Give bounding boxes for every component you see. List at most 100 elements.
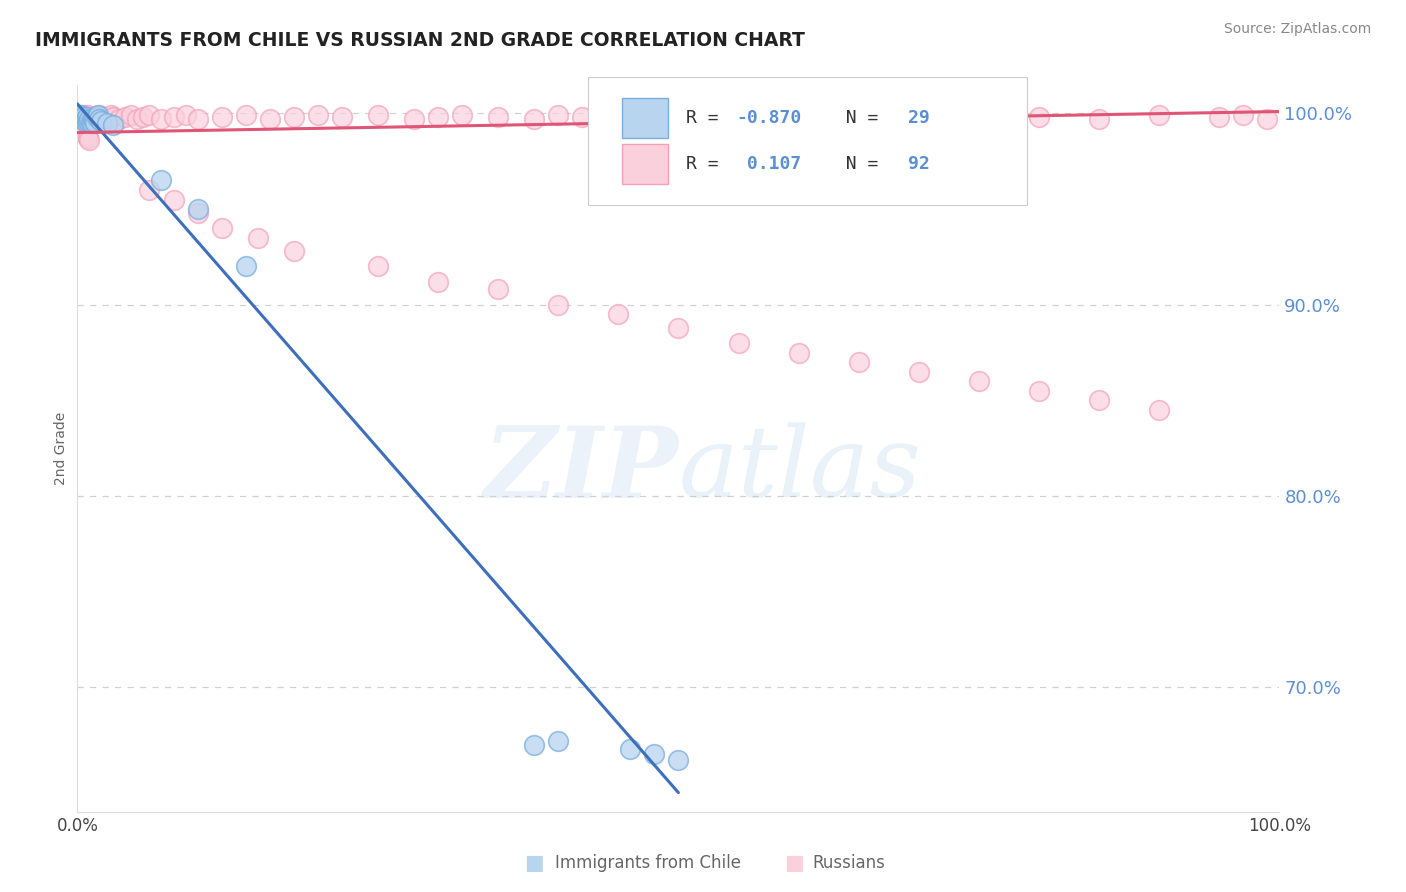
Point	[76, 110, 98, 124]
Point	[1088, 393, 1111, 408]
Point	[668, 753, 690, 767]
Point	[427, 275, 450, 289]
Point	[75, 128, 97, 142]
Point	[187, 206, 209, 220]
Point	[246, 231, 269, 245]
Point	[1208, 110, 1230, 124]
Point	[84, 114, 107, 128]
Point	[607, 112, 630, 127]
Point	[72, 110, 94, 124]
Text: atlas: atlas	[679, 423, 921, 517]
Point	[187, 202, 209, 216]
Point	[235, 108, 257, 122]
Point	[79, 112, 101, 127]
Point	[87, 110, 110, 124]
Point	[70, 121, 93, 136]
Point	[70, 108, 93, 122]
Point	[187, 112, 209, 127]
Point	[486, 282, 509, 296]
Point	[72, 110, 94, 124]
Point	[235, 260, 257, 274]
Text: R =: R =	[686, 155, 730, 173]
Text: R =: R =	[686, 109, 730, 127]
Point	[100, 108, 122, 122]
Point	[402, 112, 425, 127]
Point	[150, 173, 173, 187]
Y-axis label: 2nd Grade: 2nd Grade	[55, 411, 69, 485]
Text: ■: ■	[524, 854, 544, 873]
Point	[69, 118, 91, 132]
Point	[67, 108, 90, 122]
Point	[77, 114, 100, 128]
Point	[69, 110, 91, 124]
Point	[79, 112, 101, 127]
Point	[211, 110, 233, 124]
Point	[75, 112, 97, 127]
Point	[1149, 403, 1171, 417]
Point	[259, 112, 281, 127]
Text: -0.870: -0.870	[737, 109, 801, 127]
Point	[668, 110, 690, 124]
Point	[1028, 110, 1050, 124]
Point	[120, 108, 142, 122]
Point	[1028, 384, 1050, 398]
Point	[70, 108, 93, 122]
Point	[82, 112, 104, 127]
Point	[1256, 112, 1278, 127]
Point	[967, 374, 990, 388]
Point	[908, 365, 931, 379]
Point	[73, 126, 96, 140]
Point	[486, 110, 509, 124]
Point	[138, 108, 160, 122]
Point	[1232, 108, 1254, 122]
Point	[668, 320, 690, 334]
Point	[86, 112, 108, 127]
Point	[79, 110, 101, 124]
Point	[114, 110, 136, 124]
Point	[367, 260, 389, 274]
Point	[76, 110, 98, 124]
Point	[451, 108, 474, 122]
Point	[82, 112, 104, 127]
Text: N =: N =	[824, 155, 889, 173]
Point	[96, 112, 118, 127]
Point	[787, 345, 810, 359]
Text: ZIP: ZIP	[484, 422, 679, 518]
Point	[1088, 112, 1111, 127]
Point	[84, 116, 107, 130]
Point	[547, 108, 569, 122]
Point	[283, 110, 305, 124]
Point	[108, 112, 131, 127]
Point	[908, 112, 931, 127]
Point	[87, 108, 110, 122]
Point	[103, 110, 125, 124]
Point	[1149, 108, 1171, 122]
Point	[103, 118, 125, 132]
Point	[83, 110, 105, 124]
Point	[80, 116, 103, 130]
Point	[150, 112, 173, 127]
Point	[96, 116, 118, 130]
Text: IMMIGRANTS FROM CHILE VS RUSSIAN 2ND GRADE CORRELATION CHART: IMMIGRANTS FROM CHILE VS RUSSIAN 2ND GRA…	[35, 31, 806, 50]
Point	[80, 114, 103, 128]
Point	[547, 734, 569, 748]
Point	[75, 112, 97, 127]
Point	[87, 108, 110, 122]
Point	[848, 110, 870, 124]
Point	[138, 183, 160, 197]
Point	[127, 112, 149, 127]
Point	[67, 108, 90, 122]
Point	[523, 738, 546, 752]
Point	[967, 108, 990, 122]
Text: 0.107: 0.107	[737, 155, 801, 173]
Point	[643, 108, 665, 122]
Point	[132, 110, 155, 124]
Point	[607, 307, 630, 321]
Text: 92: 92	[908, 155, 929, 173]
Text: Source: ZipAtlas.com: Source: ZipAtlas.com	[1223, 22, 1371, 37]
Point	[523, 112, 546, 127]
FancyBboxPatch shape	[588, 78, 1026, 204]
Point	[83, 114, 105, 128]
Point	[67, 114, 90, 128]
Point	[86, 110, 108, 124]
